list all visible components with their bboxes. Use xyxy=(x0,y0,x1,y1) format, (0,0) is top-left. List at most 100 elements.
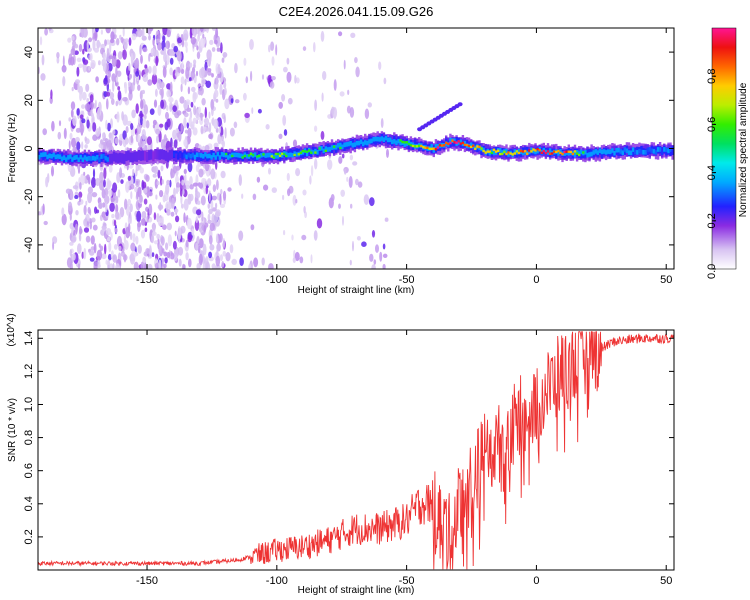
noise-blob xyxy=(90,59,96,69)
noise-blob xyxy=(101,253,107,260)
ridge-cell xyxy=(170,149,174,160)
noise-blob xyxy=(201,77,206,85)
ridge-cell xyxy=(75,154,78,160)
ridge-cell xyxy=(536,148,539,151)
noise-blob xyxy=(133,59,138,69)
ridge-cell xyxy=(505,148,508,154)
noise-blob xyxy=(78,196,82,203)
ridge-cell xyxy=(104,155,107,161)
ridge-cell xyxy=(571,152,575,156)
noise-blob xyxy=(160,99,165,109)
noise-blob xyxy=(86,119,90,129)
noise-blob xyxy=(91,217,96,223)
noise-blob xyxy=(313,230,318,241)
noise-blob xyxy=(157,104,162,116)
ridge-cell xyxy=(231,154,234,158)
chart-title: C2E4.2026.041.15.09.G26 xyxy=(279,4,434,19)
ridge-cell xyxy=(241,156,244,159)
noise-blob xyxy=(200,125,204,135)
noise-blob xyxy=(185,252,189,261)
ridge-cell xyxy=(521,150,525,153)
noise-blob xyxy=(198,86,204,96)
noise-blob xyxy=(92,38,96,51)
noise-blob xyxy=(43,220,48,226)
noise-blob xyxy=(208,251,213,259)
ridge-cell xyxy=(407,141,411,149)
noise-blob xyxy=(166,179,170,185)
noise-blob xyxy=(131,109,136,119)
noise-blob xyxy=(379,251,383,262)
noise-blob xyxy=(124,81,128,94)
noise-blob xyxy=(364,108,370,120)
noise-blob xyxy=(105,259,108,265)
noise-blob xyxy=(137,134,141,143)
ridge-cell xyxy=(258,154,261,158)
ridge-cell xyxy=(243,152,246,157)
noise-blob xyxy=(139,44,142,56)
colorbar-gradient xyxy=(711,27,737,270)
ridge-cell xyxy=(216,151,219,157)
noise-blob xyxy=(219,193,222,206)
noise-blob xyxy=(90,101,94,110)
ridge-cell xyxy=(621,150,624,155)
x-tick-label: -150 xyxy=(136,274,158,286)
ridge-cell xyxy=(195,153,199,161)
noise-blob xyxy=(169,48,174,57)
noise-blob xyxy=(83,218,88,227)
ridge-cell xyxy=(528,149,531,155)
ridge-cell xyxy=(642,150,645,155)
ridge-cell xyxy=(220,152,224,157)
noise-blob xyxy=(177,37,183,44)
noise-blob xyxy=(283,66,288,73)
noise-blob xyxy=(144,64,148,69)
noise-blob xyxy=(209,39,214,46)
snr-panel: -150 -100 -50 0 50 0.2 0.4 0.6 0.8 1.0 1.2 1.4 Heig… xyxy=(6,313,675,596)
noise-blob xyxy=(221,57,225,63)
noise-blob xyxy=(162,66,167,78)
ridge-cell xyxy=(432,148,435,153)
noise-blob xyxy=(184,129,189,134)
ridge-cell xyxy=(102,154,105,159)
noise-blob xyxy=(195,216,198,224)
noise-blob xyxy=(210,99,215,110)
noise-blob xyxy=(190,36,197,45)
noise-blob xyxy=(203,225,206,233)
noise-blob xyxy=(99,180,105,191)
y-tick-label: 1.2 xyxy=(23,364,35,379)
ridge-cell xyxy=(222,152,226,158)
ridge-cell xyxy=(345,142,348,147)
ridge-cell xyxy=(393,139,396,144)
noise-blob xyxy=(369,253,374,262)
ridge-cell xyxy=(77,157,80,162)
noise-blob xyxy=(96,249,103,261)
noise-blob xyxy=(130,123,134,130)
ridge-cell xyxy=(530,150,533,153)
ridge-cell xyxy=(494,146,498,154)
ridge-cell xyxy=(283,152,286,156)
noise-blob xyxy=(212,184,217,193)
ridge-cell xyxy=(42,152,45,157)
noise-blob xyxy=(136,28,143,38)
noise-blob xyxy=(211,195,217,201)
noise-blob xyxy=(200,66,205,77)
spectrogram-plot-area xyxy=(38,28,674,269)
noise-blob xyxy=(128,223,131,233)
ridge-cell xyxy=(476,145,479,148)
ridge-cell xyxy=(285,154,288,158)
noise-blob xyxy=(94,206,98,214)
x-tick-label: -50 xyxy=(399,274,415,286)
noise-blob xyxy=(222,250,227,257)
noise-blob xyxy=(217,64,221,74)
noise-blob xyxy=(159,123,164,128)
noise-blob xyxy=(148,34,151,41)
noise-blob xyxy=(109,41,112,54)
ridge-cell xyxy=(472,144,475,147)
ridge-cell xyxy=(430,144,433,149)
ridge-cell xyxy=(67,155,70,160)
noise-blob xyxy=(196,70,198,77)
noise-blob xyxy=(70,101,76,111)
noise-blob xyxy=(104,243,107,255)
colorbar-ticks: 0.0 0.2 0.4 0.6 0.8 xyxy=(706,69,718,279)
ridge-cell xyxy=(382,137,386,142)
noise-blob xyxy=(174,230,177,237)
